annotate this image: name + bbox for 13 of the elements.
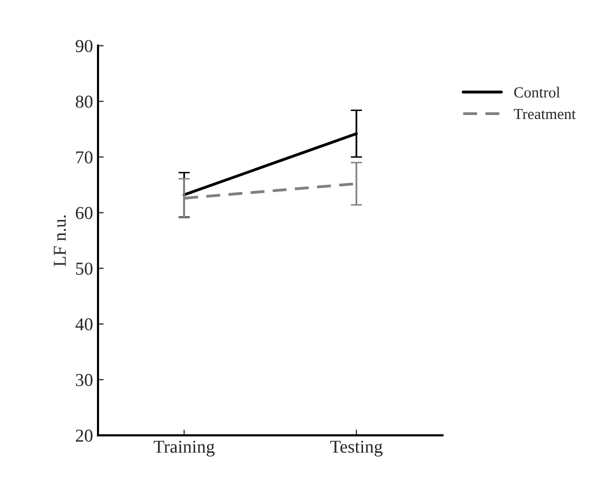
y-tick-label: 60 bbox=[76, 206, 92, 220]
x-tick-label: Training bbox=[154, 440, 215, 457]
y-tick-label: 80 bbox=[76, 96, 92, 108]
y-tick-label: 50 bbox=[76, 262, 92, 275]
y-tick-label: 30 bbox=[76, 374, 92, 386]
y-tick-label: 70 bbox=[76, 151, 92, 164]
legend-label: Treatment bbox=[514, 108, 576, 120]
y-tick-label: 20 bbox=[76, 430, 92, 442]
y-axis-title: LF n.u. bbox=[54, 215, 66, 266]
y-tick-label: 40 bbox=[75, 318, 92, 330]
x-tick-label: Testing bbox=[330, 440, 383, 457]
y-tick-label: 90 bbox=[76, 40, 92, 52]
legend-label: Control bbox=[514, 86, 560, 98]
